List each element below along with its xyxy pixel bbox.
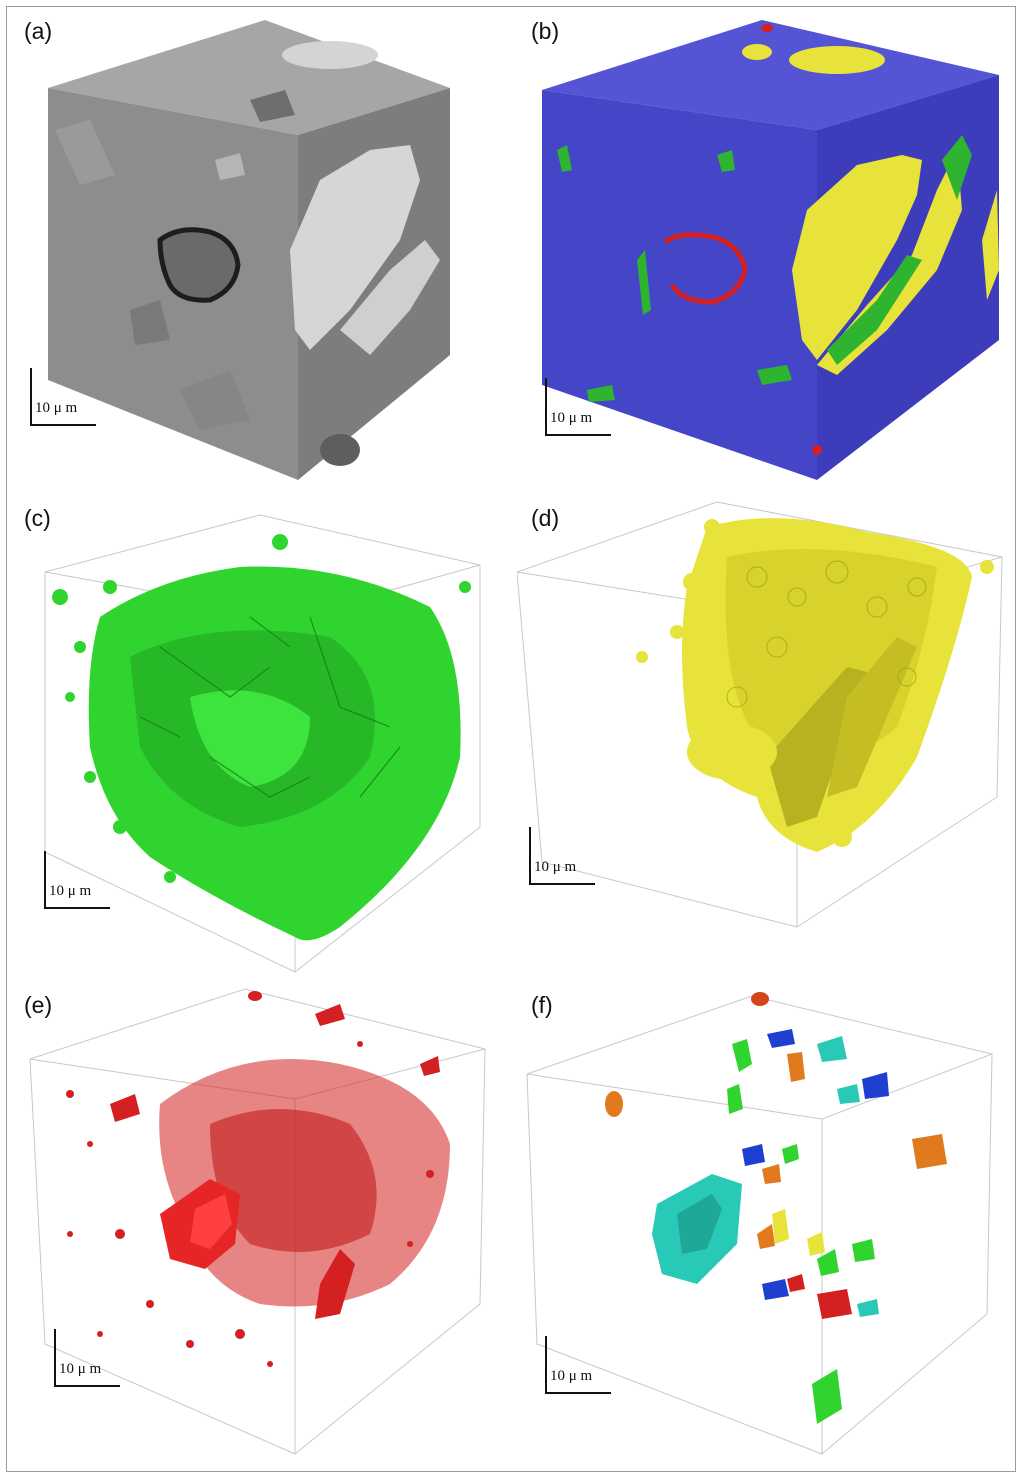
scale-bar-label: 10 μ m — [550, 410, 593, 426]
scale-bar-label: 10 μ m — [550, 1368, 593, 1384]
grayscale-volume-render — [48, 20, 450, 480]
panel-label: (f) — [531, 992, 553, 1018]
panel-c: (c) 10 μ m — [10, 497, 506, 982]
green-phase-render — [44, 514, 481, 973]
scale-bar-label: 10 μ m — [49, 883, 92, 899]
panel-a: (a) 10 μ m — [10, 10, 506, 495]
panel-e: (e) 10 μ m — [10, 984, 506, 1469]
scale-bar-label: 10 μ m — [35, 400, 78, 416]
scale-bar: 10 μ m — [44, 851, 110, 911]
scale-bar: 10 μ m — [529, 827, 595, 887]
labelled-particles-render — [526, 992, 994, 1455]
panel-label: (d) — [531, 505, 560, 531]
panel-label: (a) — [24, 18, 53, 44]
panel-d: (d) 10 μ m — [517, 497, 1013, 982]
scale-bar-label: 10 μ m — [534, 859, 577, 875]
panel-b: (b) 10 μ m — [517, 10, 1013, 495]
scale-bar: 10 μ m — [545, 1336, 611, 1396]
panel-label: (e) — [24, 992, 53, 1018]
panel-label: (c) — [24, 505, 51, 531]
scale-bar-label: 10 μ m — [59, 1361, 102, 1377]
figure-frame — [6, 6, 1016, 1472]
segmented-volume-render — [542, 20, 999, 480]
scale-bar: 10 μ m — [30, 368, 96, 428]
yellow-phase-render — [517, 501, 1003, 928]
panel-f: (f) 10 μ m — [517, 984, 1013, 1469]
scale-bar: 10 μ m — [545, 378, 611, 438]
scale-bar: 10 μ m — [54, 1329, 120, 1389]
red-phase-render — [29, 988, 486, 1455]
panel-label: (b) — [531, 18, 560, 44]
